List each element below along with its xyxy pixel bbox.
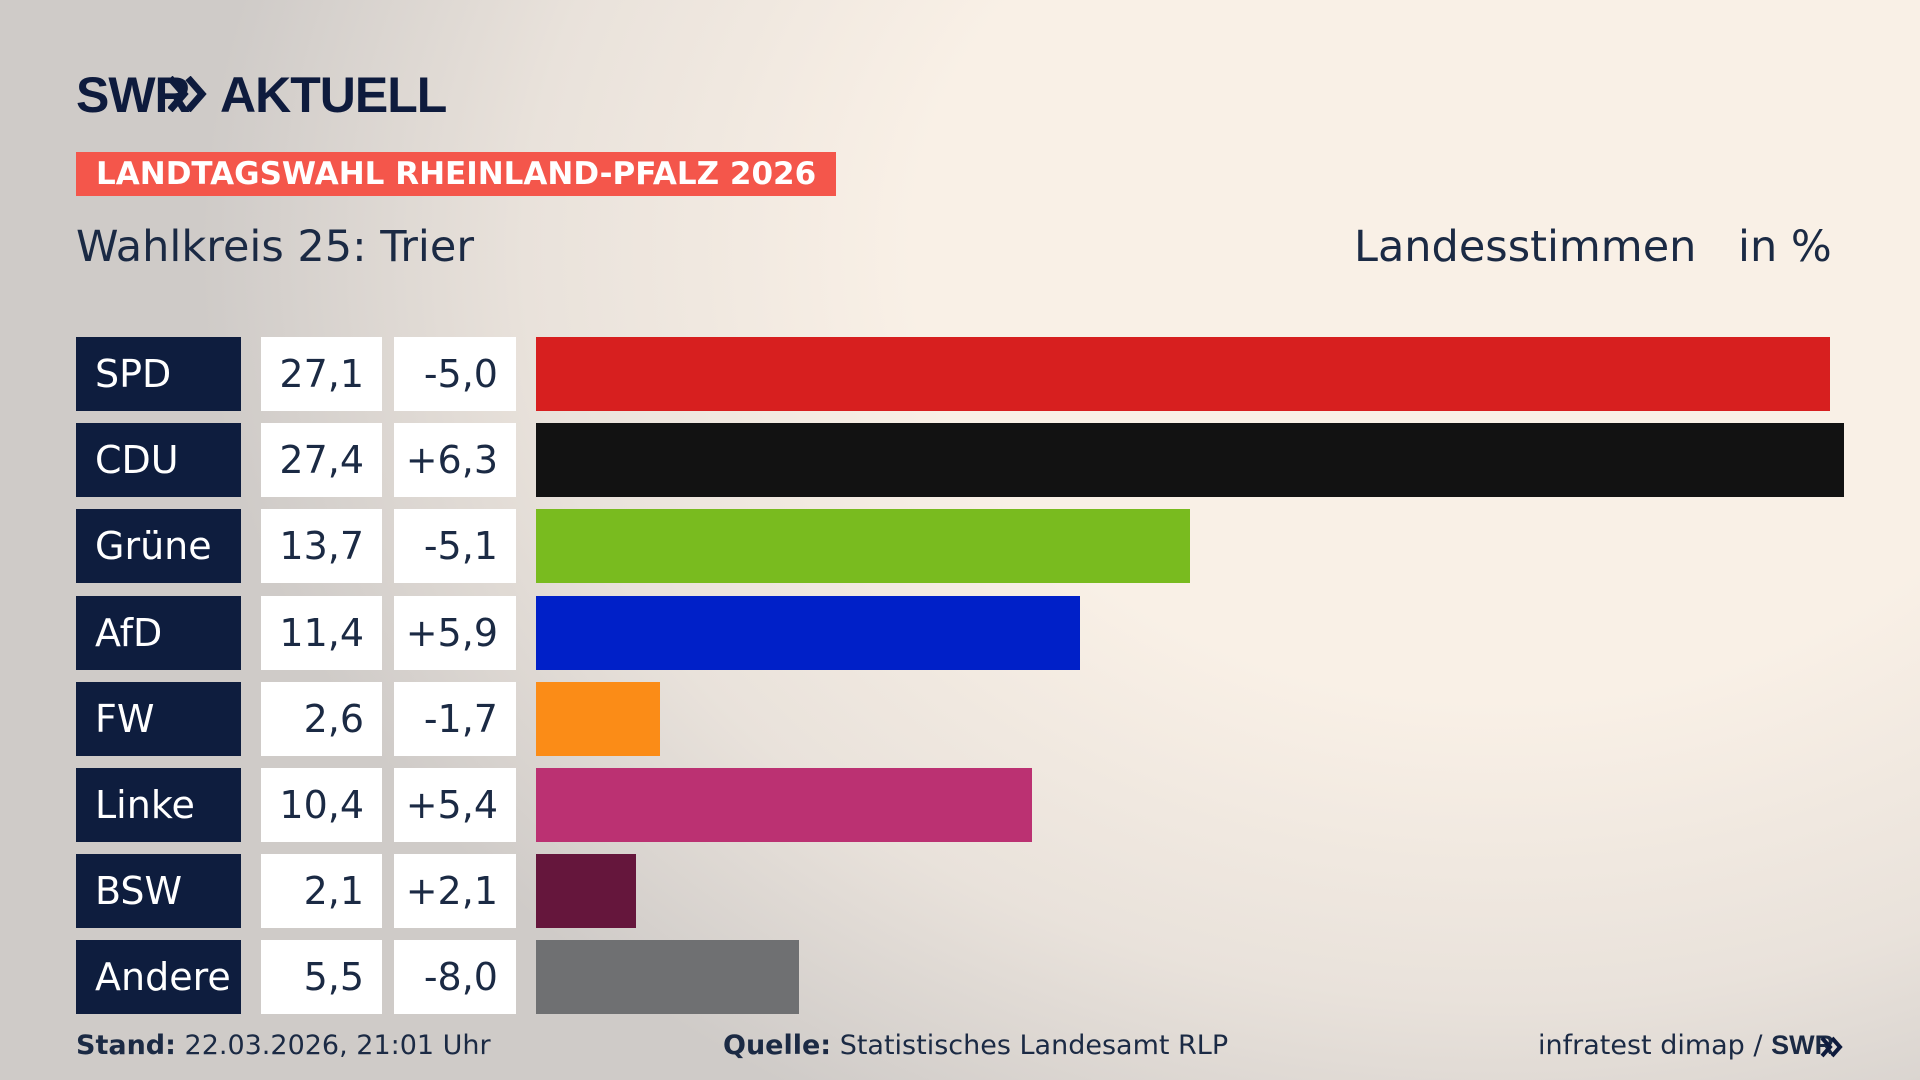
bar [536, 854, 637, 929]
change-label: -5,1 [394, 509, 516, 584]
party-label: Andere [76, 940, 241, 1015]
brand-name: SWR [76, 67, 191, 123]
bar [536, 509, 1190, 584]
credit: infratest dimap / SWR [1538, 1030, 1834, 1061]
stand-value: 22.03.2026, 21:01 Uhr [184, 1030, 491, 1061]
party-label: BSW [76, 854, 241, 929]
source: Quelle: Statistisches Landesamt RLP [723, 1030, 1228, 1061]
credit-text: infratest dimap / [1538, 1030, 1763, 1061]
value-label: 11,4 [261, 595, 382, 670]
change-label: +5,9 [394, 595, 516, 670]
value-label: 5,5 [261, 940, 382, 1015]
change-label: +6,3 [394, 423, 516, 498]
change-label: -8,0 [394, 940, 516, 1015]
source-label: Quelle: [723, 1030, 832, 1061]
value-label: 27,4 [261, 423, 382, 498]
party-label: Grüne [76, 509, 241, 584]
party-label: SPD [76, 337, 241, 411]
value-label: 13,7 [261, 509, 382, 584]
source-value: Statistisches Landesamt RLP [839, 1030, 1229, 1061]
kicker: LANDTAGSWAHL RHEINLAND-PFALZ 2026 [76, 152, 837, 196]
bar [536, 337, 1830, 411]
value-label: 2,6 [261, 681, 382, 756]
party-label: FW [76, 681, 241, 756]
change-label: -5,0 [394, 337, 516, 411]
chart-title: Wahlkreis 25: Trier [76, 222, 475, 272]
unit: in % [1738, 222, 1832, 272]
stand: Stand: 22.03.2026, 21:01 Uhr [76, 1030, 491, 1061]
stand-label: Stand: [76, 1030, 176, 1061]
credit-chevrons [1820, 1036, 1843, 1058]
value-label: 2,1 [261, 854, 382, 929]
measure: Landesstimmen [1354, 222, 1697, 272]
bar [536, 940, 799, 1015]
bar [536, 681, 661, 756]
change-label: -1,7 [394, 681, 516, 756]
brand-chevrons [168, 76, 207, 112]
party-label: Linke [76, 768, 241, 842]
bar [536, 423, 1844, 498]
value-label: 27,1 [261, 337, 382, 411]
party-label: AfD [76, 595, 241, 670]
value-label: 10,4 [261, 768, 382, 842]
bar [536, 768, 1033, 842]
party-label: CDU [76, 423, 241, 498]
bar [536, 595, 1081, 670]
brand-section: AKTUELL [220, 67, 447, 123]
change-label: +5,4 [394, 768, 516, 842]
change-label: +2,1 [394, 854, 516, 929]
